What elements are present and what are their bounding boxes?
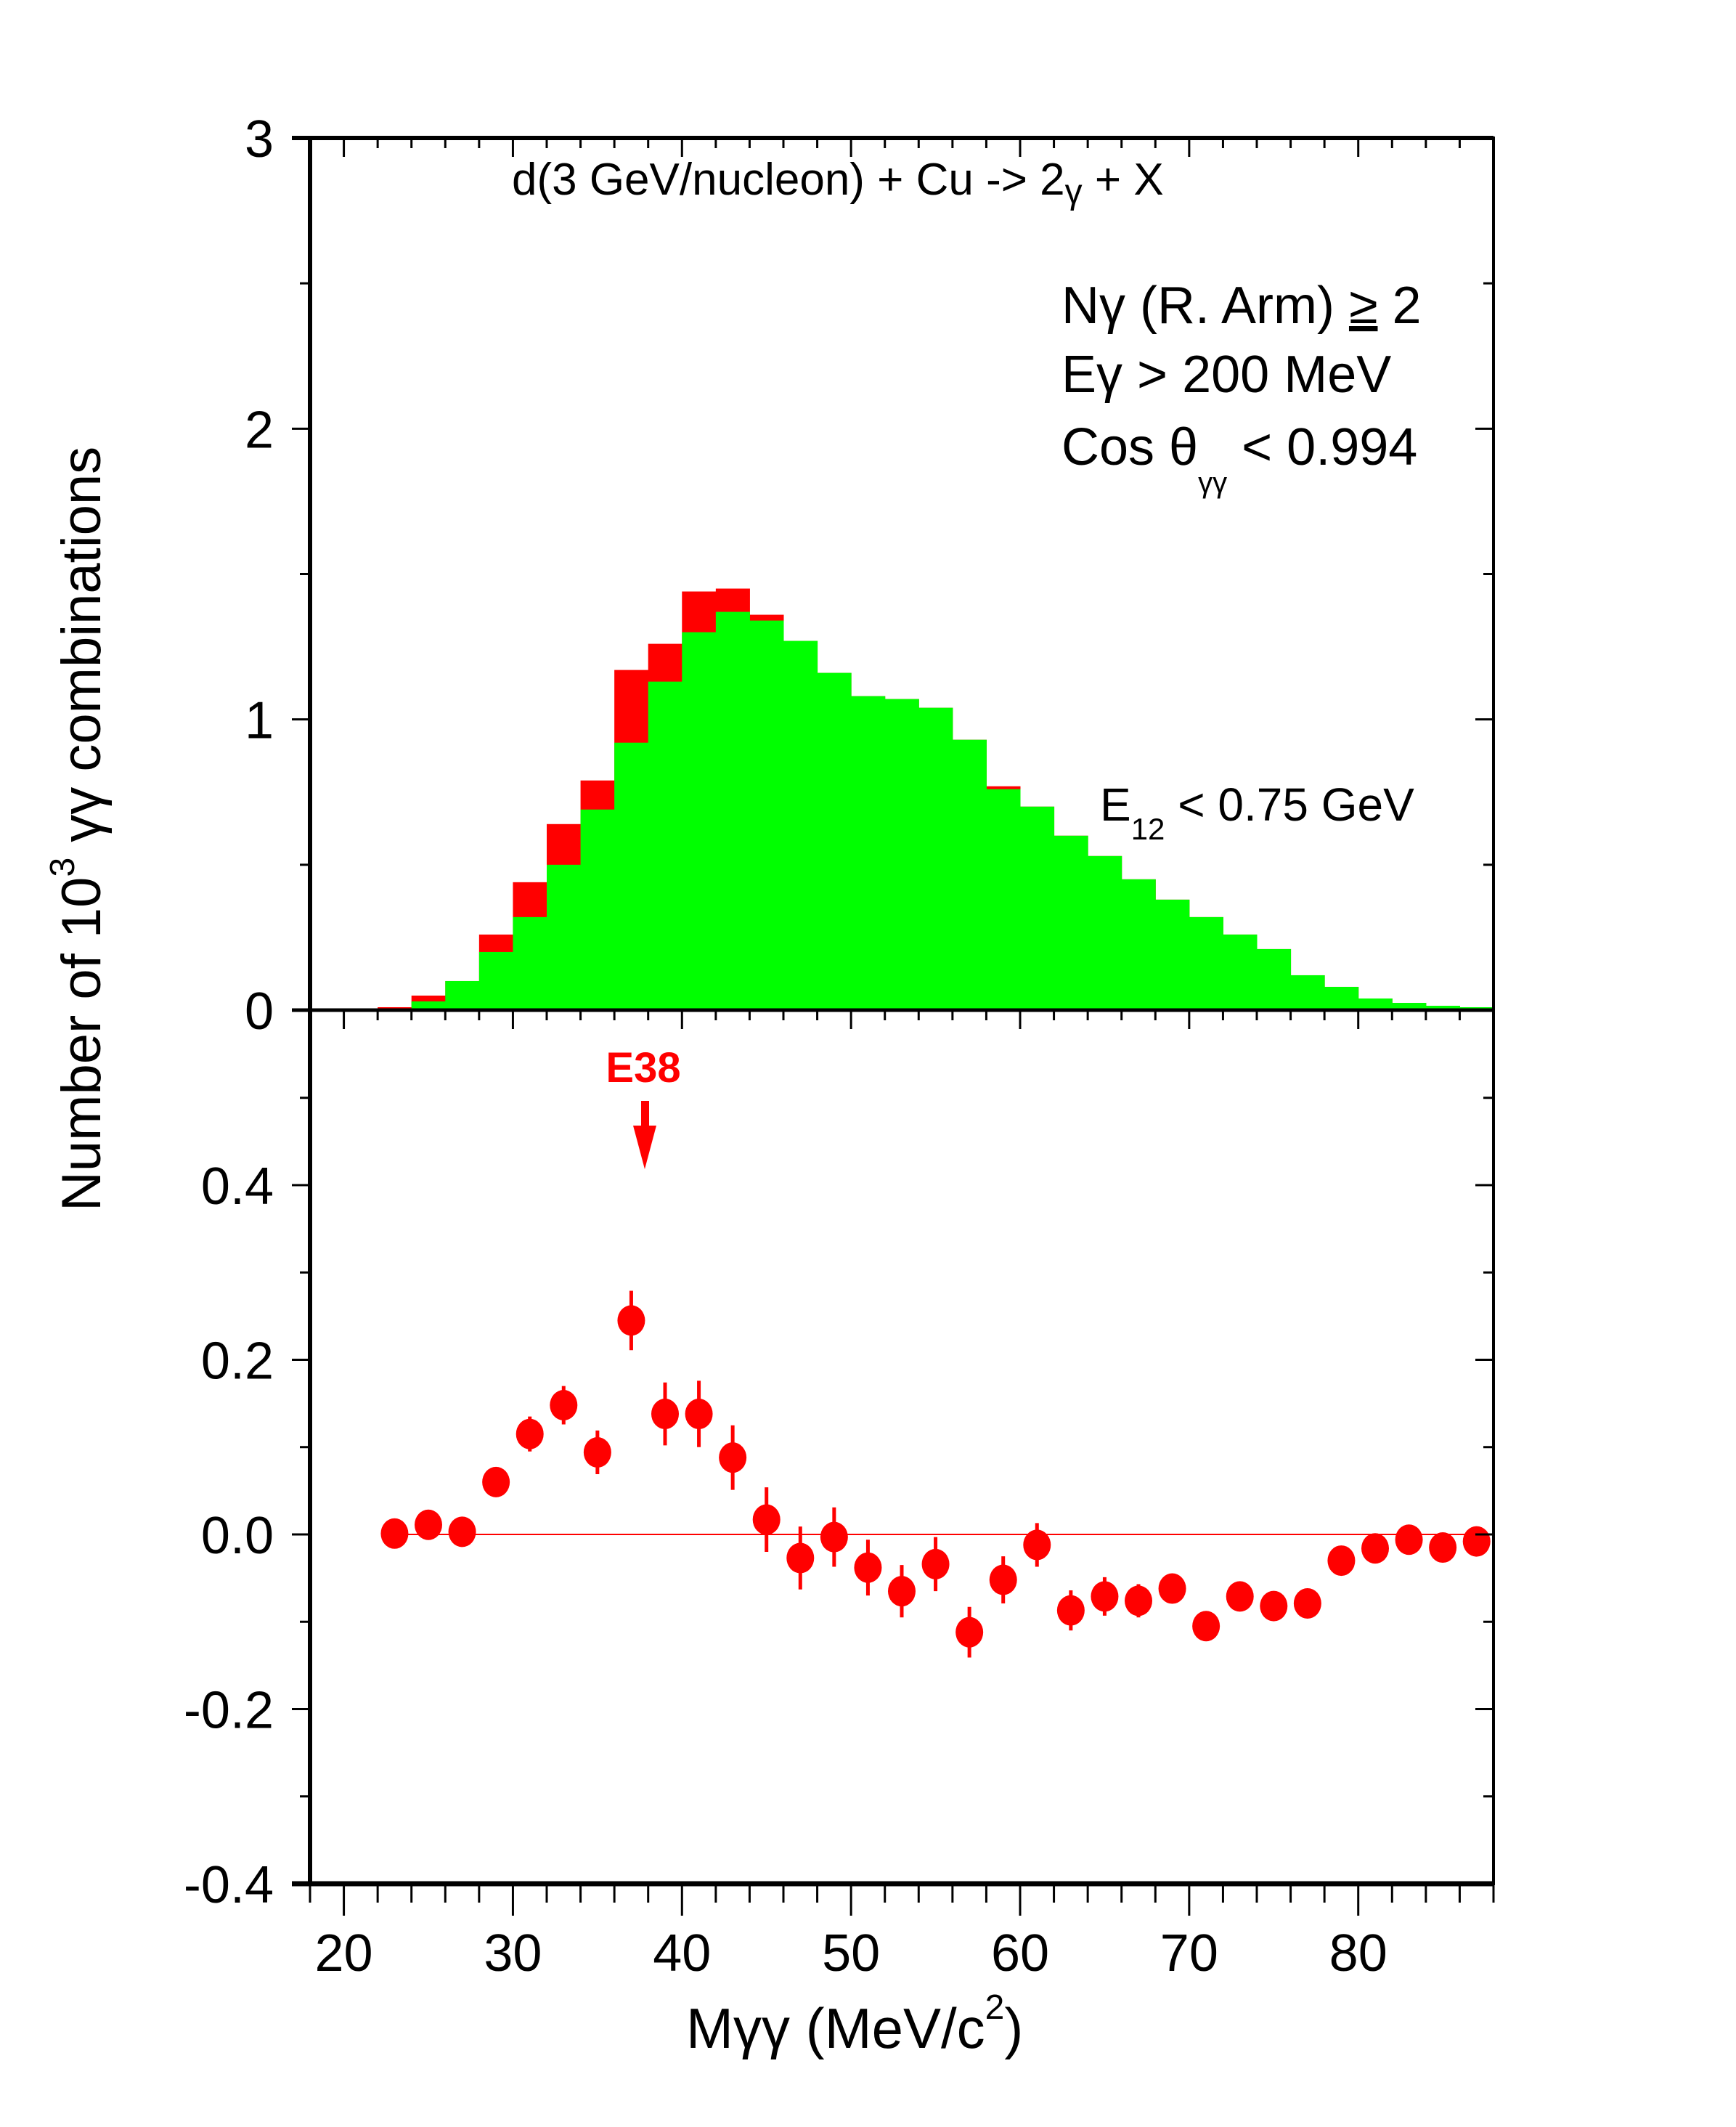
bar-background bbox=[1290, 975, 1325, 1010]
data-point bbox=[888, 1576, 916, 1607]
bar-background bbox=[1223, 934, 1258, 1010]
y-axis-label: Number of 103 γγ combinations bbox=[44, 447, 113, 1211]
data-point bbox=[921, 1548, 950, 1579]
data-point bbox=[786, 1542, 815, 1574]
data-point bbox=[583, 1436, 611, 1468]
bar-background bbox=[1324, 986, 1359, 1010]
data-point bbox=[448, 1516, 476, 1548]
bar-background bbox=[783, 640, 818, 1010]
data-point bbox=[1023, 1529, 1051, 1561]
y-tick-label: 2 bbox=[245, 401, 274, 459]
bar-background bbox=[614, 742, 649, 1010]
data-point bbox=[820, 1521, 848, 1553]
x-axis-label: Mγγ (MeV/c2) bbox=[686, 1988, 1023, 2060]
bar-background bbox=[1088, 855, 1122, 1010]
data-point bbox=[955, 1616, 984, 1648]
bar-background bbox=[547, 864, 582, 1010]
data-point bbox=[1158, 1573, 1186, 1604]
data-point bbox=[550, 1390, 578, 1421]
x-tick-label: 60 bbox=[991, 1924, 1049, 1982]
y-tick-label: 1 bbox=[245, 692, 274, 750]
x-tick-label: 40 bbox=[653, 1924, 711, 1982]
data-point bbox=[1327, 1545, 1356, 1577]
data-point bbox=[1091, 1581, 1119, 1612]
bar-background bbox=[445, 980, 480, 1010]
data-point bbox=[752, 1504, 781, 1535]
bar-background bbox=[817, 672, 852, 1010]
bar-background bbox=[1425, 1005, 1460, 1010]
e38-label: E38 bbox=[606, 1044, 680, 1091]
bar-background bbox=[1392, 1002, 1427, 1010]
y-tick-label: 3 bbox=[245, 110, 274, 168]
data-point bbox=[1462, 1526, 1491, 1557]
x-tick-label: 20 bbox=[315, 1924, 373, 1982]
cut-e12: E12 < 0.75 GeV bbox=[1100, 778, 1414, 846]
e38-arrow-icon bbox=[633, 1101, 656, 1169]
bar-background bbox=[986, 789, 1021, 1010]
data-point bbox=[1293, 1587, 1321, 1619]
data-point bbox=[685, 1399, 713, 1430]
cut-cos-theta: Cos θγγ < 0.994 bbox=[1061, 418, 1417, 499]
data-point bbox=[415, 1509, 442, 1540]
bar-background bbox=[918, 707, 953, 1010]
upper-title: d(3 GeV/nucleon) + Cu -> 2γ + X bbox=[512, 155, 1164, 211]
bar-background bbox=[478, 951, 513, 1010]
data-point bbox=[1226, 1581, 1254, 1612]
data-point bbox=[482, 1466, 510, 1497]
data-point bbox=[617, 1305, 645, 1336]
x-tick-label: 80 bbox=[1329, 1924, 1387, 1982]
data-point bbox=[719, 1442, 747, 1473]
x-tick-label: 50 bbox=[822, 1924, 880, 1982]
bar-background bbox=[715, 611, 750, 1010]
bar-background bbox=[1189, 916, 1223, 1010]
bar-background bbox=[1020, 806, 1055, 1010]
data-point bbox=[380, 1518, 409, 1549]
tick-labels: 0 1 2 3 -0.4 -0.2 0.0 0.2 0.4 20 30 40 50 60 70 80 bbox=[184, 110, 1387, 1982]
data-point bbox=[1260, 1590, 1288, 1622]
bar-background bbox=[1257, 948, 1292, 1010]
lower-residuals bbox=[380, 1290, 1493, 1658]
data-point bbox=[854, 1552, 882, 1583]
data-point bbox=[1192, 1611, 1221, 1642]
bar-background bbox=[1155, 899, 1190, 1010]
data-point bbox=[1056, 1595, 1085, 1626]
cut-ngamma: Nγ (R. Arm) ≥ 2 bbox=[1061, 277, 1422, 335]
bar-background bbox=[884, 699, 919, 1010]
x-tick-label: 70 bbox=[1160, 1924, 1218, 1982]
axes bbox=[292, 136, 1495, 1916]
upper-histogram bbox=[378, 588, 1494, 1010]
data-point bbox=[1429, 1532, 1457, 1563]
y-tick-label: -0.4 bbox=[184, 1856, 274, 1914]
data-point bbox=[651, 1399, 679, 1430]
y-tick-label: 0.4 bbox=[201, 1158, 274, 1216]
data-point bbox=[1125, 1585, 1152, 1616]
y-tick-label: 0.2 bbox=[201, 1333, 274, 1391]
data-point bbox=[1361, 1533, 1389, 1564]
bar-background bbox=[682, 632, 717, 1010]
bar-background bbox=[749, 620, 784, 1010]
cut-egamma: Eγ > 200 MeV bbox=[1061, 346, 1391, 404]
data-point bbox=[989, 1564, 1017, 1595]
bar-background bbox=[513, 916, 547, 1010]
bar-background bbox=[1121, 879, 1156, 1010]
bar-background bbox=[952, 739, 987, 1010]
bar-background bbox=[648, 681, 682, 1010]
bar-background bbox=[1054, 835, 1088, 1010]
data-point bbox=[515, 1418, 544, 1449]
y-tick-label: -0.2 bbox=[184, 1682, 274, 1740]
y-tick-label: 0.0 bbox=[201, 1507, 274, 1565]
data-point bbox=[1395, 1524, 1423, 1555]
bar-background bbox=[851, 696, 886, 1010]
y-tick-label: 0 bbox=[245, 983, 274, 1041]
bar-background bbox=[1358, 998, 1393, 1010]
bar-background bbox=[580, 809, 615, 1010]
bar-background bbox=[411, 1001, 446, 1010]
x-tick-label: 30 bbox=[484, 1924, 542, 1982]
